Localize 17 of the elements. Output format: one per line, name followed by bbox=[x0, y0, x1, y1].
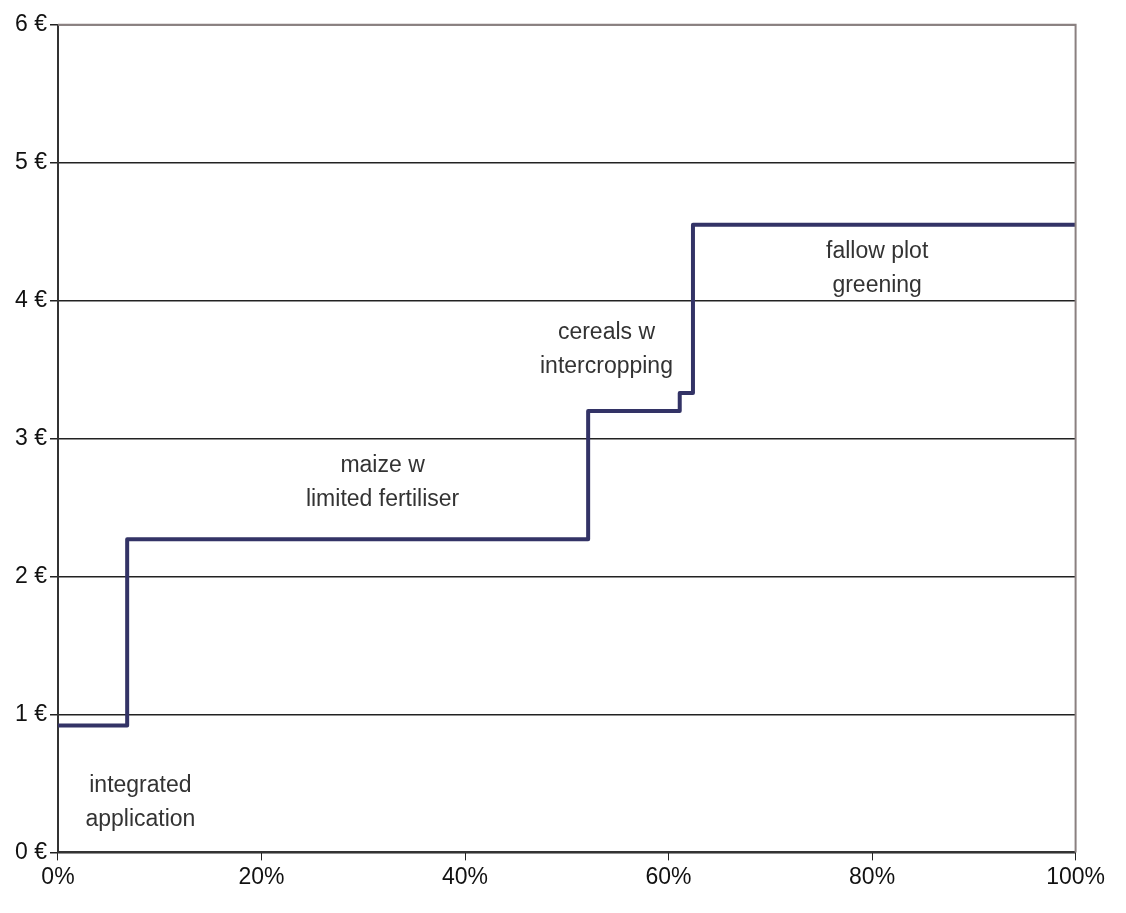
annotation: fallow plot greening bbox=[826, 237, 929, 298]
y-tick-label: 0 € bbox=[14, 837, 48, 864]
x-tick-label: 80% bbox=[849, 862, 896, 889]
x-tick-label: 20% bbox=[238, 862, 285, 889]
annotation: maize w limited fertiliser bbox=[305, 450, 460, 511]
x-tick-label: 0% bbox=[41, 862, 75, 889]
y-tick-label: 3 € bbox=[14, 423, 48, 450]
y-tick-label: 2 € bbox=[14, 561, 48, 588]
y-tick-label: 1 € bbox=[14, 699, 48, 726]
y-tick-label: 5 € bbox=[14, 148, 48, 175]
x-tick-label: 60% bbox=[645, 862, 692, 889]
y-tick-label: 6 € bbox=[14, 10, 48, 37]
x-tick-label: 40% bbox=[442, 862, 489, 889]
annotation: cereals w intercropping bbox=[539, 317, 673, 378]
annotation: integrated application bbox=[85, 771, 196, 832]
y-tick-label: 4 € bbox=[14, 286, 48, 313]
x-tick-label: 100% bbox=[1046, 862, 1105, 889]
